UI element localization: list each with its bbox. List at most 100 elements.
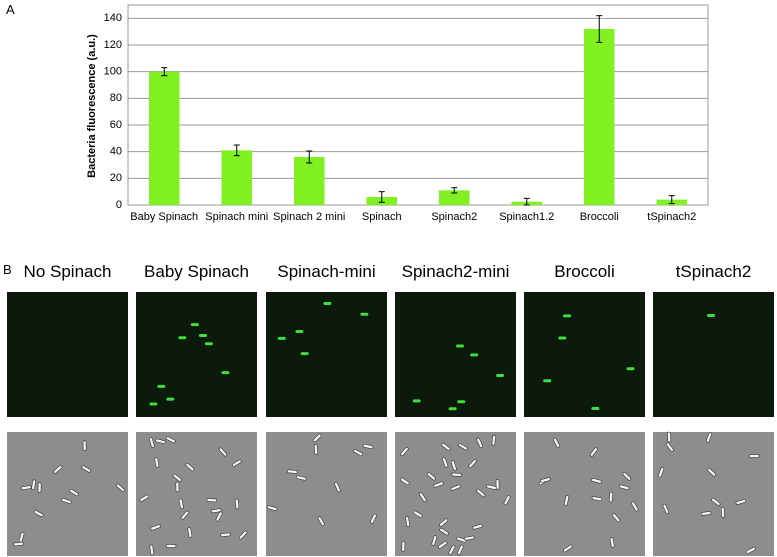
error-bar — [306, 150, 313, 164]
fluorescence-image — [266, 292, 387, 417]
cell — [266, 505, 278, 511]
cell — [700, 511, 712, 516]
error-bar — [523, 197, 530, 206]
x-tick-label: Spinach 2 mini — [273, 211, 346, 223]
cell-signal — [323, 301, 332, 305]
cell — [187, 527, 193, 538]
image-label: Baby Spinach — [144, 262, 249, 281]
cell — [491, 435, 496, 446]
brightfield-image — [524, 432, 645, 556]
cell-signal — [221, 371, 230, 375]
fluorescence-image — [395, 292, 516, 417]
cell — [658, 467, 665, 478]
cell — [540, 477, 551, 483]
fluorescence-image — [524, 292, 645, 417]
error-bar — [668, 195, 675, 205]
cell — [210, 508, 222, 514]
cell — [206, 498, 218, 503]
cell — [442, 457, 449, 468]
cell-signal — [455, 344, 464, 348]
cell — [81, 465, 92, 473]
y-tick-label: 140 — [104, 12, 122, 24]
cell — [450, 460, 457, 471]
cell — [215, 511, 223, 522]
cell — [591, 496, 603, 501]
bar — [584, 29, 615, 205]
error-bar — [161, 67, 168, 77]
cell — [405, 516, 410, 527]
brightfield-image — [266, 432, 387, 556]
cell — [400, 447, 409, 456]
cell — [538, 477, 549, 486]
cell — [665, 442, 674, 452]
cell — [155, 438, 166, 444]
cell — [667, 431, 672, 443]
cell — [745, 546, 756, 554]
cell-signal — [412, 399, 421, 403]
cell-signal — [295, 330, 304, 334]
cell — [476, 437, 483, 448]
cell — [618, 484, 630, 491]
cell — [591, 478, 602, 484]
cell — [439, 518, 449, 527]
error-bar — [596, 15, 603, 43]
cell — [400, 477, 410, 486]
cell — [150, 524, 161, 531]
cell-signal — [457, 400, 466, 404]
cell — [662, 503, 670, 514]
cell — [564, 495, 570, 506]
cell — [456, 536, 467, 543]
error-bar — [451, 187, 458, 194]
cell — [37, 482, 42, 493]
y-tick-label: 60 — [110, 119, 122, 131]
cell — [139, 494, 150, 502]
cell — [154, 457, 160, 468]
cell — [61, 497, 72, 504]
cell — [431, 535, 438, 546]
y-tick-label: 80 — [110, 92, 122, 104]
cell — [33, 510, 44, 518]
fluorescence-image — [7, 292, 128, 417]
image-label: Spinach-mini — [277, 262, 376, 281]
brightfield-image — [395, 432, 516, 556]
cell — [412, 510, 423, 518]
cell — [609, 537, 615, 548]
cell — [175, 481, 180, 493]
cell — [553, 437, 560, 448]
cell — [707, 468, 716, 477]
y-tick-label: 40 — [110, 146, 122, 158]
bar — [149, 71, 180, 206]
x-tick-label: Baby Spinach — [130, 211, 199, 223]
cell-signal — [543, 379, 552, 383]
cell — [317, 516, 325, 527]
error-bar — [378, 191, 385, 203]
cell — [312, 433, 322, 443]
cell — [439, 527, 449, 536]
cell — [711, 497, 721, 506]
cell — [82, 440, 87, 452]
cell — [608, 491, 614, 503]
y-axis-label: Bacteria fluorescence (a.u.) — [86, 34, 98, 178]
cell — [165, 544, 177, 548]
cell — [458, 443, 468, 451]
cell — [720, 507, 725, 518]
cell — [472, 523, 483, 530]
cell — [234, 498, 240, 510]
x-tick-label: Spinach1.2 — [499, 211, 555, 223]
cell-signal — [178, 336, 187, 340]
cell — [503, 495, 511, 506]
image-label: tSpinach2 — [675, 262, 752, 281]
cell — [69, 488, 79, 497]
fluorescence-image — [136, 292, 257, 417]
cell — [486, 484, 497, 490]
cell — [448, 545, 456, 555]
cell-signal — [166, 397, 175, 401]
cell — [401, 541, 406, 552]
cell — [231, 459, 242, 467]
cell — [165, 436, 176, 444]
cell — [563, 544, 573, 553]
image-label: Broccoli — [554, 262, 615, 281]
plot-area — [127, 4, 709, 206]
cell-signal — [190, 323, 199, 327]
